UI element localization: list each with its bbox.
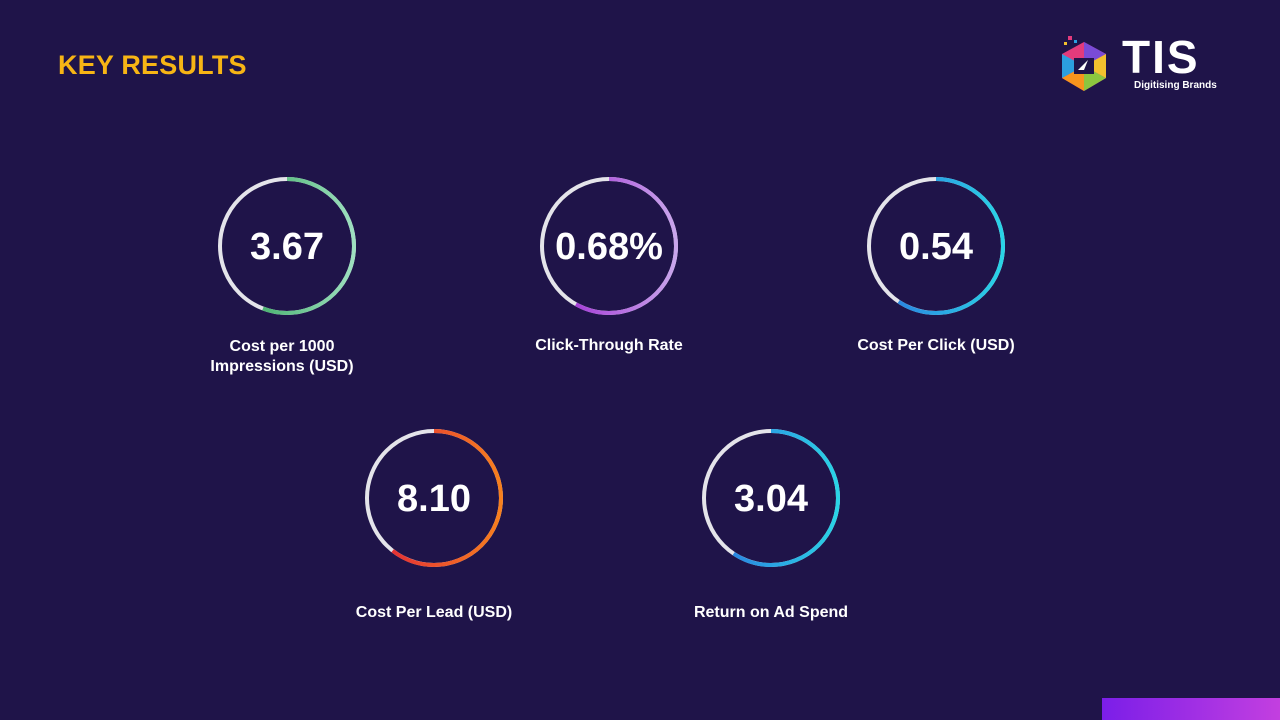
- metric-value: 0.68%: [555, 226, 663, 268]
- metric-label: Return on Ad Spend: [693, 604, 849, 621]
- metric-label: Cost Per Lead (USD): [355, 604, 513, 621]
- ring: [218, 177, 356, 315]
- metric-label: Cost Per Click (USD): [857, 337, 1015, 354]
- ring: [867, 177, 1005, 315]
- metric-value: 3.67: [250, 226, 324, 268]
- slide-title: KEY RESULTS: [58, 50, 247, 80]
- logo-tagline: Digitising Brands: [1134, 80, 1217, 91]
- metric-label: Cost per 1000 Impressions (USD): [210, 338, 354, 375]
- logo-text: TIS: [1122, 31, 1200, 83]
- ring: [702, 429, 840, 567]
- metric-value: 3.04: [734, 478, 808, 520]
- metric-value: 8.10: [397, 478, 471, 520]
- metric-label: Click-Through Rate: [535, 337, 683, 354]
- logo-icon: [1062, 36, 1106, 91]
- ring: [365, 429, 503, 567]
- metric-value: 0.54: [899, 226, 973, 268]
- ring: [540, 177, 678, 315]
- corner-bar: [1102, 698, 1280, 720]
